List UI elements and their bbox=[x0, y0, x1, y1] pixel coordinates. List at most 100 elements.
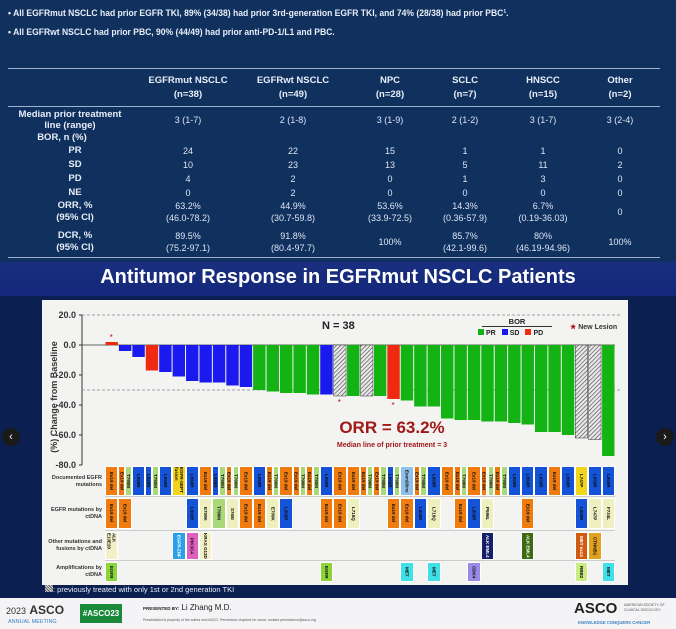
amplification-cell: MET bbox=[601, 562, 615, 582]
bor-cell: 2 bbox=[290, 188, 296, 198]
bar-sd bbox=[132, 345, 145, 357]
bor-row-label: SD bbox=[68, 159, 82, 170]
y-tick-label: -60.0 bbox=[55, 430, 76, 440]
documented-mutation-cell: T790M bbox=[460, 466, 468, 496]
documented-mutation-cell: T790M bbox=[219, 466, 226, 496]
bor-cell: 1 bbox=[462, 146, 468, 156]
results-table-panel: • All EGFRmut NSCLC had prior EGFR TKI, … bbox=[0, 0, 676, 262]
bar-pr bbox=[588, 344, 602, 440]
median-cell: 3 (1-7) bbox=[529, 115, 557, 125]
other-mutation-cell: PIK3CA bbox=[185, 532, 199, 560]
column-header: Other bbox=[607, 75, 633, 86]
bor-cell: 1 bbox=[540, 146, 546, 156]
bar-sd bbox=[320, 345, 333, 395]
ctdna-mutation-cell: E709K bbox=[266, 498, 280, 529]
column-n: (n=28) bbox=[375, 89, 405, 100]
orr-annotation: ORR = 63.2% bbox=[339, 418, 445, 437]
documented-mutation-cell: T790M bbox=[487, 466, 495, 496]
documented-mutation-cell: T790M bbox=[299, 466, 307, 496]
bar-pr bbox=[481, 345, 494, 422]
documented-mutation-cell: Ex19 del bbox=[480, 466, 488, 496]
dcr-cell: 100% bbox=[608, 237, 632, 247]
presenter-line: PRESENTED BY: Li Zhang M.D. bbox=[143, 603, 232, 614]
column-header: NPC bbox=[379, 75, 401, 86]
amplification-cell: MET bbox=[400, 562, 414, 582]
dcr-label: (95% CI) bbox=[56, 242, 94, 253]
bar-pr bbox=[454, 345, 467, 420]
bar-pr bbox=[253, 345, 266, 390]
ctdna-mutation-cell: L718Q bbox=[346, 498, 360, 529]
meeting-label: ANNUAL MEETING bbox=[8, 619, 57, 625]
documented-mutation-cell: Exon20ins bbox=[400, 466, 414, 496]
documented-mutation-cell: L858R bbox=[534, 466, 548, 496]
documented-mutation-cell: L858R bbox=[386, 466, 394, 496]
documented-mutation-cell: L858R bbox=[561, 466, 575, 496]
legend-item: PR bbox=[478, 329, 496, 337]
documented-mutation-cell: Ex19 del bbox=[239, 466, 253, 496]
ctdna-mutation-cell: S768I bbox=[225, 498, 240, 529]
bar-pr bbox=[279, 345, 293, 393]
dcr-ci-cell: (80.4-97.7) bbox=[270, 243, 316, 253]
dcr-cell: 85.7% bbox=[452, 231, 478, 241]
bor-cell: 0 bbox=[185, 188, 191, 198]
documented-mutation-cell: T790M bbox=[151, 466, 159, 496]
bar-sd bbox=[172, 345, 186, 377]
ctdna-mutation-cell: Ex19 del bbox=[400, 498, 414, 529]
legend-swatch-icon bbox=[501, 329, 508, 335]
column-header: SCLC bbox=[452, 75, 478, 86]
ctdna-mutation-cell: Ex19 del bbox=[333, 498, 347, 529]
orr-cell: 0 bbox=[617, 207, 623, 217]
documented-mutation-cell: Ex19 del bbox=[198, 466, 213, 496]
documented-mutation-cell: L747P bbox=[574, 466, 589, 496]
hashtag-badge: #ASCO23 bbox=[80, 604, 122, 623]
orr-cell: 6.7% bbox=[532, 201, 554, 211]
bar-sd bbox=[118, 345, 132, 351]
year: 2023 bbox=[6, 606, 27, 616]
new-lesion-star-icon: * bbox=[110, 333, 113, 342]
documented-mutation-cell: Ex19 del bbox=[306, 466, 314, 496]
legend-item: PD bbox=[525, 329, 543, 337]
documented-mutation-cell: T790M bbox=[420, 466, 428, 496]
bor-cell: 24 bbox=[182, 146, 193, 156]
documented-mutation-cell: L858R bbox=[427, 466, 441, 496]
next-slide-button[interactable]: › bbox=[656, 428, 674, 446]
bar-pr bbox=[467, 345, 481, 420]
tagline: KNOWLEDGE CONQUERS CANCER bbox=[578, 620, 651, 625]
median-cell: 2 (1-2) bbox=[451, 115, 479, 125]
y-axis-label: (%) Change from Baseline bbox=[49, 341, 59, 453]
bar-pr bbox=[508, 345, 521, 423]
dcr-cell: 100% bbox=[378, 237, 402, 247]
table-rule bbox=[8, 257, 660, 258]
y-tick-label: -80.0 bbox=[55, 460, 76, 470]
amplification-cell: CDK4 bbox=[467, 562, 481, 582]
bor-label: BOR, n (%) bbox=[37, 132, 87, 143]
bar-pd bbox=[387, 345, 400, 399]
waterfall-chart-panel: 20.0 0.0 -20.0 -40.0 -60.0 -80.0 * * * (%) Chang… bbox=[42, 300, 628, 585]
dcr-ci-cell: (42.1-99.6) bbox=[442, 243, 488, 253]
bor-cell: 15 bbox=[384, 146, 395, 156]
median-cell: 3 (2-4) bbox=[606, 115, 634, 125]
column-header: HNSCC bbox=[526, 75, 560, 86]
bar-pr bbox=[293, 345, 306, 393]
documented-mutation-cell: Ex19 del bbox=[360, 466, 367, 496]
mutation-row-label: Documented EGFR mutations bbox=[51, 475, 102, 488]
median-line-annotation: Median line of prior treatment = 3 bbox=[336, 442, 448, 449]
bor-cell: 0 bbox=[617, 146, 623, 156]
documented-mutation-cell: L858R bbox=[521, 466, 535, 496]
amplification-cell: EGFR bbox=[105, 562, 119, 582]
bor-cell: 13 bbox=[384, 160, 395, 170]
bar-pr bbox=[602, 345, 615, 456]
bor-cell: 0 bbox=[387, 174, 393, 184]
prev-slide-button[interactable]: ‹ bbox=[2, 428, 20, 446]
documented-mutation-cell: Ex19 del bbox=[547, 466, 562, 496]
documented-mutation-cell: Ex19 del bbox=[494, 466, 501, 496]
slide-title: Antitumor Response in EGFRmut NSCLC Pati… bbox=[0, 262, 676, 296]
documented-mutation-cell: L858R bbox=[588, 466, 602, 496]
hatch-caption: : previously treated with only 1st or 2n… bbox=[45, 585, 234, 595]
legend-item: SD bbox=[501, 329, 519, 337]
column-n: (n=49) bbox=[278, 89, 308, 100]
bor-cell: 22 bbox=[287, 146, 298, 156]
amplification-cell: RBB2 bbox=[574, 562, 589, 582]
bor-cell: 4 bbox=[185, 174, 191, 184]
ctdna-mutation-cell: Ex19 del bbox=[453, 498, 468, 529]
